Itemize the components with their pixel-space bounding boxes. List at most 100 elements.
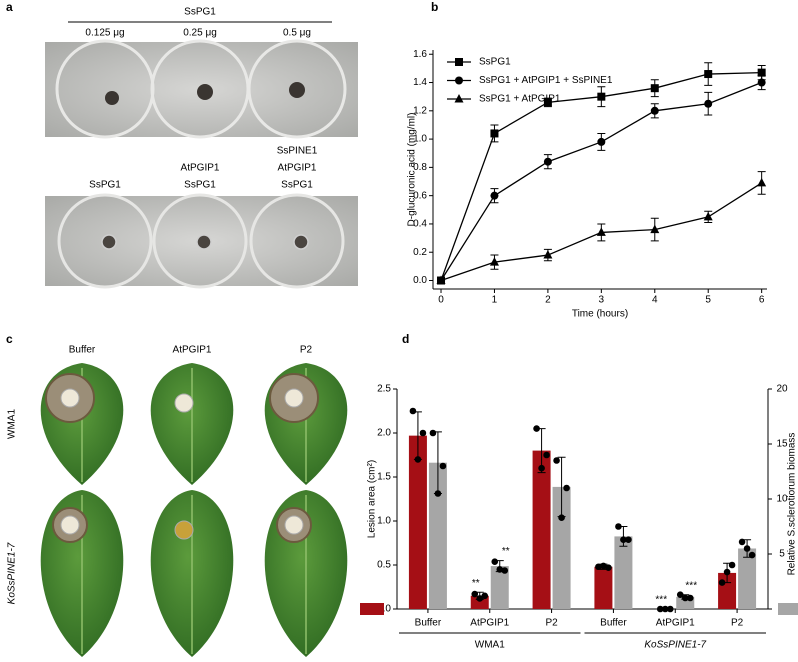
marker (596, 227, 606, 236)
inoculum (196, 234, 212, 250)
marker (489, 257, 499, 266)
data-point (501, 567, 509, 574)
inoculum (289, 82, 305, 98)
data-point (718, 579, 726, 586)
x-tick-label: 1 (492, 295, 498, 306)
treatment-label: SsPG1 (184, 180, 216, 191)
y2-tick-label: 15 (776, 439, 788, 450)
y-axis-label: D-glucuronic acid (mg/ml) (407, 113, 418, 227)
data-point (439, 462, 447, 470)
y-tick-label: 0.6 (413, 190, 427, 201)
data-point (676, 591, 684, 598)
halo (152, 193, 248, 289)
dose-label: 0.125 μg (85, 28, 124, 39)
y-tick-label: 0.0 (377, 604, 391, 615)
data-point (605, 564, 612, 571)
y-tick-label: 2.0 (377, 428, 391, 439)
x-tick-label: P2 (731, 618, 744, 629)
y-tick-label: 1.0 (413, 134, 427, 145)
marker (650, 106, 659, 115)
marker (704, 99, 713, 108)
significance: ** (472, 578, 480, 589)
y-tick-label: 0.0 (413, 275, 427, 286)
column-label: Buffer (69, 345, 96, 356)
marker (490, 129, 499, 138)
bar (738, 548, 757, 609)
series-swatch (778, 603, 798, 615)
data-point (553, 457, 560, 464)
marker (597, 137, 606, 146)
bar (428, 462, 447, 609)
column-label: AtPGIP1 (173, 345, 212, 356)
marker (455, 58, 463, 66)
series-line (440, 81, 762, 281)
bar (594, 566, 613, 609)
dose-label: 0.25 μg (183, 28, 217, 39)
marker (436, 275, 446, 285)
halo (249, 193, 345, 289)
disc (60, 515, 80, 535)
marker (757, 177, 767, 187)
disc (284, 515, 304, 535)
bar (470, 595, 489, 609)
x-tick-label: Buffer (600, 618, 627, 629)
data-point (743, 545, 751, 552)
marker (704, 70, 713, 79)
treatment-label: SsPG1 (89, 180, 121, 191)
data-point (723, 568, 731, 576)
marker (757, 78, 766, 87)
halo (57, 193, 153, 289)
data-point (419, 429, 427, 437)
x-tick-label: 2 (545, 295, 551, 306)
y2-tick-label: 5 (779, 549, 785, 560)
disc (60, 388, 80, 408)
x-tick-label: 3 (599, 295, 605, 306)
inoculum (105, 91, 119, 105)
bar (552, 486, 571, 609)
treatment-label: AtPGIP1 (181, 163, 220, 174)
bar (532, 450, 551, 609)
row-label: KoSsPINE1-7 (7, 542, 18, 604)
data-point (563, 484, 570, 492)
x-tick-label: 4 (652, 295, 658, 306)
data-point (409, 407, 417, 415)
bar (490, 566, 509, 609)
y-tick-label: 0.4 (413, 219, 427, 230)
panel-label: a (6, 0, 13, 14)
data-point (595, 563, 602, 571)
bar (408, 435, 427, 609)
row-label: WMA1 (7, 409, 18, 439)
legend-label: SsPG1 + AtPGIP1 + SsPINE1 (479, 75, 613, 86)
data-point (666, 605, 674, 613)
marker (650, 84, 659, 93)
marker (455, 76, 463, 85)
panel-label: d (402, 332, 409, 346)
significance: *** (655, 595, 667, 606)
panel-label: b (431, 0, 438, 14)
data-point (681, 594, 689, 602)
data-point (656, 605, 664, 613)
data-point (738, 538, 746, 546)
x-tick-label: P2 (545, 618, 558, 629)
data-point (496, 566, 504, 573)
marker (543, 250, 553, 259)
treatment-label: SsPINE1 (277, 146, 318, 157)
legend-label: SsPG1 + AtPGIP1 (479, 94, 561, 105)
inoculum (293, 234, 309, 250)
x-tick-label: 0 (438, 295, 444, 306)
column-label: P2 (300, 345, 313, 356)
y2-tick-label: 20 (776, 384, 788, 395)
y-tick-label: 0.5 (377, 560, 391, 571)
disc (174, 393, 194, 413)
data-point (471, 590, 479, 598)
dose-label: 0.5 μg (283, 28, 311, 39)
y-tick-label: 1.4 (413, 77, 427, 88)
data-point (491, 558, 499, 565)
significance: *** (685, 580, 697, 591)
data-point (414, 456, 422, 463)
y-tick-label: 1.6 (413, 49, 427, 60)
marker (454, 94, 464, 103)
y-axis-label: Lesion area (cm²) (367, 460, 378, 538)
marker (597, 92, 606, 101)
